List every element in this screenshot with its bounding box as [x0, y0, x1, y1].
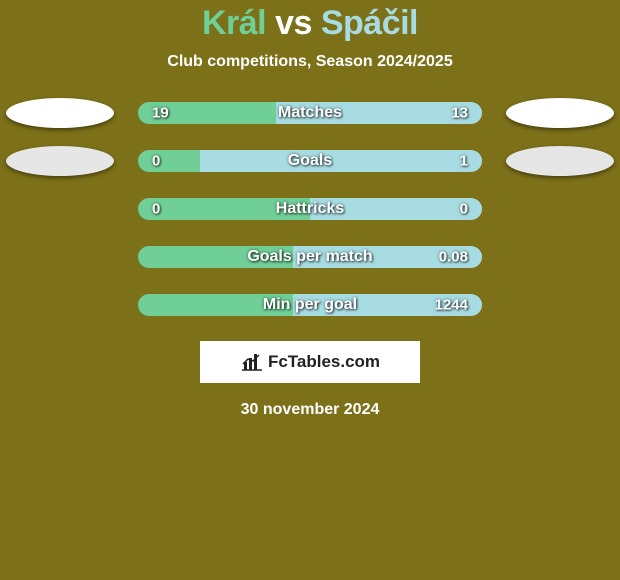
versus-label: vs	[275, 4, 312, 42]
player2-name: Spáčil	[321, 4, 418, 42]
player2-avatar	[506, 146, 614, 176]
stat-label: Goals per match	[247, 248, 372, 266]
stat-row: Hattricks 0 0	[0, 197, 620, 221]
stat-label: Goals	[288, 152, 332, 170]
stat-bar: Goals	[138, 150, 482, 172]
player2-value: 1	[460, 153, 468, 170]
player2-value: 0.08	[439, 249, 468, 266]
stat-label: Min per goal	[263, 296, 357, 314]
player2-value: 13	[451, 105, 468, 122]
stats-rows: Matches 19 13 Goals 0 1 Hattricks	[0, 101, 620, 317]
stat-bar: Goals per match	[138, 246, 482, 268]
player2-fill	[200, 150, 482, 172]
date-label: 30 november 2024	[241, 401, 380, 419]
stat-bar: Hattricks	[138, 198, 482, 220]
stat-row: Matches 19 13	[0, 101, 620, 125]
stat-label: Hattricks	[276, 200, 344, 218]
player2-value: 0	[460, 201, 468, 218]
stat-row: Goals per match 0.08	[0, 245, 620, 269]
stat-row: Min per goal 1244	[0, 293, 620, 317]
player1-value: 19	[152, 105, 169, 122]
player1-value: 0	[152, 201, 160, 218]
player2-value: 1244	[435, 297, 468, 314]
page-title: Král vs Spáčil	[202, 4, 418, 43]
player2-avatar	[506, 98, 614, 128]
stat-bar: Min per goal	[138, 294, 482, 316]
stat-label: Matches	[278, 104, 342, 122]
player1-name: Král	[202, 4, 266, 42]
player1-avatar	[6, 146, 114, 176]
player1-avatar	[6, 98, 114, 128]
branding-text: FcTables.com	[268, 352, 380, 372]
player1-value: 0	[152, 153, 160, 170]
stat-bar: Matches	[138, 102, 482, 124]
player1-fill	[138, 150, 200, 172]
comparison-card: Král vs Spáčil Club competitions, Season…	[0, 0, 620, 580]
bar-chart-icon	[240, 352, 264, 372]
stat-row: Goals 0 1	[0, 149, 620, 173]
subtitle: Club competitions, Season 2024/2025	[167, 53, 452, 71]
branding-banner: FcTables.com	[200, 341, 420, 383]
